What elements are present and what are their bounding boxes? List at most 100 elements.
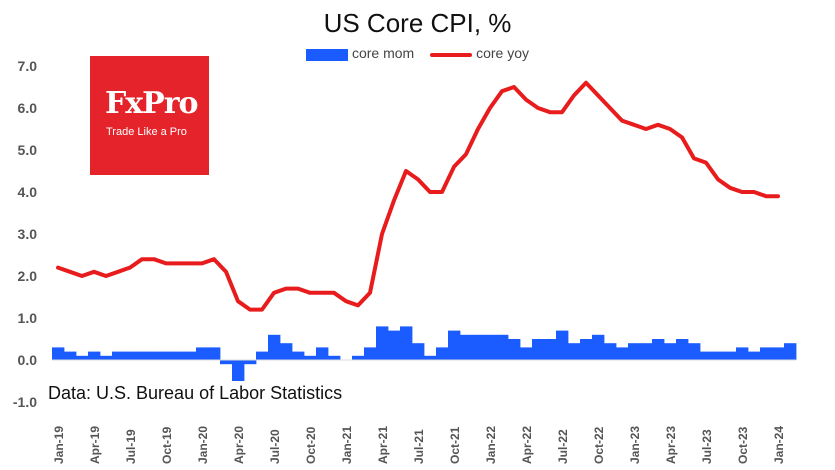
bar-core-mom <box>148 351 161 360</box>
x-tick-label: Apr-19 <box>88 426 102 464</box>
x-tick-label: Oct-21 <box>448 426 462 464</box>
y-tick-label: -1.0 <box>13 394 37 410</box>
bar-core-mom <box>580 339 593 360</box>
bar-core-mom <box>784 343 797 360</box>
x-tick-label: Oct-22 <box>592 426 606 464</box>
y-tick-label: 7.0 <box>18 58 38 74</box>
legend-label-yoy: core yoy <box>476 45 530 62</box>
fxpro-logo: FxPro Trade Like a Pro <box>90 56 209 175</box>
bar-core-mom <box>88 351 101 360</box>
y-tick-label: 5.0 <box>18 142 38 158</box>
legend-swatch-mom <box>305 48 348 61</box>
data-source-note: Data: U.S. Bureau of Labor Statistics <box>48 383 343 403</box>
bar-core-mom <box>64 351 77 360</box>
bar-core-mom <box>280 343 293 360</box>
bar-core-mom <box>136 351 149 360</box>
y-tick-label: 4.0 <box>18 184 38 200</box>
y-tick-label: 0.0 <box>18 352 38 368</box>
bar-core-mom <box>544 339 557 360</box>
bar-core-mom <box>568 343 581 360</box>
bar-core-mom <box>52 347 65 360</box>
bar-core-mom <box>208 347 221 360</box>
bar-core-mom <box>256 351 269 360</box>
bar-core-mom <box>664 343 677 360</box>
x-tick-label: Jan-23 <box>628 426 642 464</box>
bar-core-mom <box>328 355 341 360</box>
x-tick-label: Apr-20 <box>232 426 246 464</box>
bar-core-mom <box>196 347 209 360</box>
bar-core-mom <box>748 351 761 360</box>
bar-core-mom <box>736 347 749 360</box>
y-tick-label: 2.0 <box>18 268 38 284</box>
bar-core-mom <box>232 360 245 381</box>
bar-core-mom <box>616 347 629 360</box>
bar-core-mom <box>448 330 461 360</box>
legend-label-mom: core mom <box>351 45 415 62</box>
x-tick-label: Apr-22 <box>520 426 534 464</box>
bar-core-mom <box>220 360 233 365</box>
x-tick-label: Jul-23 <box>700 429 714 464</box>
bar-core-mom <box>496 334 509 360</box>
x-tick-label: Jan-20 <box>196 426 210 464</box>
x-tick-label: Oct-19 <box>160 426 174 464</box>
bar-core-mom <box>520 347 533 360</box>
x-tick-label: Jan-19 <box>52 426 66 464</box>
x-tick-label: Apr-21 <box>376 426 390 464</box>
bar-core-mom <box>124 351 137 360</box>
bar-core-mom <box>460 334 473 360</box>
bar-core-mom <box>772 347 785 360</box>
bar-core-mom <box>184 351 197 360</box>
x-tick-label: Apr-23 <box>664 426 678 464</box>
bar-core-mom <box>244 360 257 365</box>
bar-core-mom <box>532 339 545 360</box>
chart-legend: core mom core yoy <box>0 44 835 61</box>
bar-core-mom <box>628 343 641 360</box>
bar-core-mom <box>364 347 377 360</box>
x-tick-label: Jan-22 <box>484 426 498 464</box>
bar-core-mom <box>412 343 425 360</box>
x-tick-label: Oct-20 <box>304 426 318 464</box>
bar-core-mom <box>688 343 701 360</box>
bar-core-mom <box>292 351 305 360</box>
bar-core-mom <box>112 351 125 360</box>
y-tick-label: 3.0 <box>18 226 38 242</box>
bar-core-mom <box>700 351 713 360</box>
bar-core-mom <box>508 339 521 360</box>
bar-core-mom <box>304 355 317 360</box>
bar-core-mom <box>376 326 389 360</box>
chart-title: US Core CPI, % <box>323 8 512 38</box>
bar-core-mom <box>172 351 185 360</box>
bar-core-mom <box>604 343 617 360</box>
bar-core-mom <box>484 334 497 360</box>
x-tick-label: Jan-24 <box>772 426 786 464</box>
bar-core-mom <box>712 351 725 360</box>
x-tick-label: Oct-23 <box>736 426 750 464</box>
bar-core-mom <box>472 334 485 360</box>
bar-core-mom <box>100 355 113 360</box>
bar-core-mom <box>352 355 365 360</box>
y-tick-label: 1.0 <box>18 310 38 326</box>
bar-core-mom <box>400 326 413 360</box>
x-tick-label: Jul-19 <box>124 429 138 464</box>
bar-core-mom <box>592 334 605 360</box>
x-tick-label: Jan-21 <box>340 426 354 464</box>
bar-core-mom <box>556 330 569 360</box>
x-tick-label: Jul-22 <box>556 429 570 464</box>
x-tick-label: Jul-20 <box>268 429 282 464</box>
bar-core-mom <box>676 339 689 360</box>
bar-core-mom <box>388 330 401 360</box>
bar-core-mom <box>724 351 737 360</box>
bar-core-mom <box>76 355 89 360</box>
bar-core-mom <box>640 343 653 360</box>
legend-swatch-yoy <box>430 52 473 57</box>
bar-core-mom <box>160 351 173 360</box>
logo-brand: FxPro <box>105 86 199 121</box>
bar-core-mom <box>436 347 449 360</box>
line-core-yoy <box>56 80 780 312</box>
y-tick-label: 6.0 <box>18 100 38 116</box>
bar-core-mom <box>760 347 773 360</box>
bar-core-mom <box>316 347 329 360</box>
bar-core-mom <box>268 334 281 360</box>
legend-item-mom: core mom <box>305 45 415 62</box>
